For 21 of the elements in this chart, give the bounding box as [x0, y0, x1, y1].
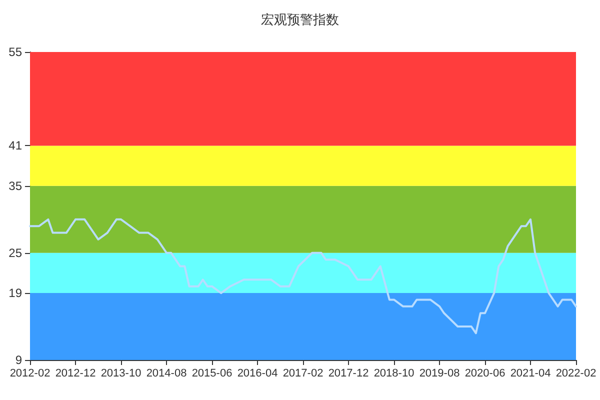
x-tick-label: 2012-12	[55, 368, 96, 380]
y-tick-label: 41	[8, 138, 22, 153]
x-tick-label: 2013-10	[100, 368, 142, 380]
x-tick-label: 2018-10	[374, 368, 414, 380]
y-tick-label: 35	[8, 178, 22, 193]
x-tick-label: 2017-12	[328, 368, 369, 380]
line-series	[29, 218, 577, 334]
x-tick-label: 2021-04	[510, 368, 551, 380]
x-tick-label: 2017-02	[282, 368, 324, 380]
x-tick-label: 2020-06	[464, 368, 506, 380]
x-tick-label: 2019-08	[419, 368, 460, 380]
y-tick-label: 9	[15, 353, 22, 367]
x-tick-label: 2014-08	[146, 368, 187, 380]
x-tick-label: 2016-04	[237, 368, 278, 380]
x-tick-label: 2012-02	[10, 368, 50, 380]
chart-title: 宏观预警指数	[261, 12, 339, 27]
x-tick-label: 2022-02	[556, 368, 596, 380]
y-tick-label: 19	[8, 286, 22, 300]
y-tick-label: 55	[8, 45, 22, 59]
y-tick-label: 25	[8, 246, 22, 260]
x-tick-label: 2015-06	[192, 368, 232, 380]
